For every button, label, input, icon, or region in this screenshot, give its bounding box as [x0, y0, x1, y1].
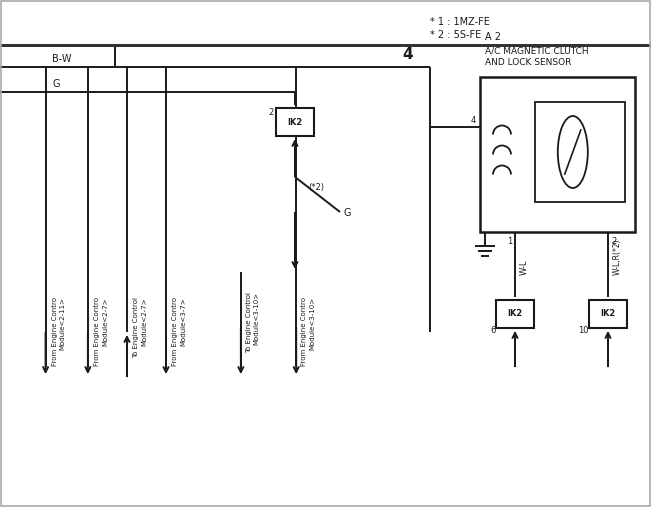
Text: From Engine Contro: From Engine Contro	[51, 297, 57, 366]
Text: IK2: IK2	[507, 309, 523, 318]
Text: W-L,R(*2): W-L,R(*2)	[613, 239, 622, 275]
Text: Module<3-10>: Module<3-10>	[254, 292, 260, 345]
Text: 4: 4	[471, 116, 476, 125]
Text: From Engine Contro: From Engine Contro	[301, 297, 307, 366]
Text: AND LOCK SENSOR: AND LOCK SENSOR	[485, 58, 572, 67]
Text: Module<3-10>: Module<3-10>	[309, 297, 315, 350]
Text: To Engine Control: To Engine Control	[133, 297, 139, 358]
Bar	[535, 102, 625, 202]
Ellipse shape	[558, 116, 588, 188]
Text: 2: 2	[269, 108, 274, 117]
Text: IK2: IK2	[600, 309, 616, 318]
Text: Module<2-7>: Module<2-7>	[102, 297, 108, 345]
Text: 6: 6	[491, 326, 496, 335]
Text: * 2 : 5S-FE: * 2 : 5S-FE	[430, 30, 481, 40]
Text: * 1 : 1MZ-FE: * 1 : 1MZ-FE	[430, 17, 490, 27]
Text: IK2: IK2	[287, 118, 303, 127]
Bar	[589, 300, 627, 328]
Text: A 2: A 2	[485, 32, 501, 42]
Bar	[496, 300, 534, 328]
Text: From Engine Contro: From Engine Contro	[94, 297, 100, 366]
Text: Module<3-7>: Module<3-7>	[180, 297, 186, 346]
Text: (*2): (*2)	[308, 183, 324, 192]
Text: Module<2-7>: Module<2-7>	[141, 297, 147, 345]
Text: 1: 1	[506, 237, 512, 246]
Bar	[276, 108, 314, 136]
Text: 2: 2	[611, 237, 616, 246]
Text: G: G	[52, 79, 59, 89]
Text: G: G	[343, 208, 350, 218]
Text: Module<2-11>: Module<2-11>	[60, 297, 66, 350]
Text: 4: 4	[403, 47, 413, 62]
Text: To Engine Control: To Engine Control	[246, 292, 252, 353]
Text: W-L: W-L	[520, 259, 529, 275]
Text: B-W: B-W	[52, 54, 72, 64]
Text: From Engine Contro: From Engine Contro	[172, 297, 178, 366]
Bar	[480, 77, 635, 232]
Text: A/C MAGNETIC CLUTCH: A/C MAGNETIC CLUTCH	[485, 46, 589, 55]
Text: 10: 10	[579, 326, 589, 335]
